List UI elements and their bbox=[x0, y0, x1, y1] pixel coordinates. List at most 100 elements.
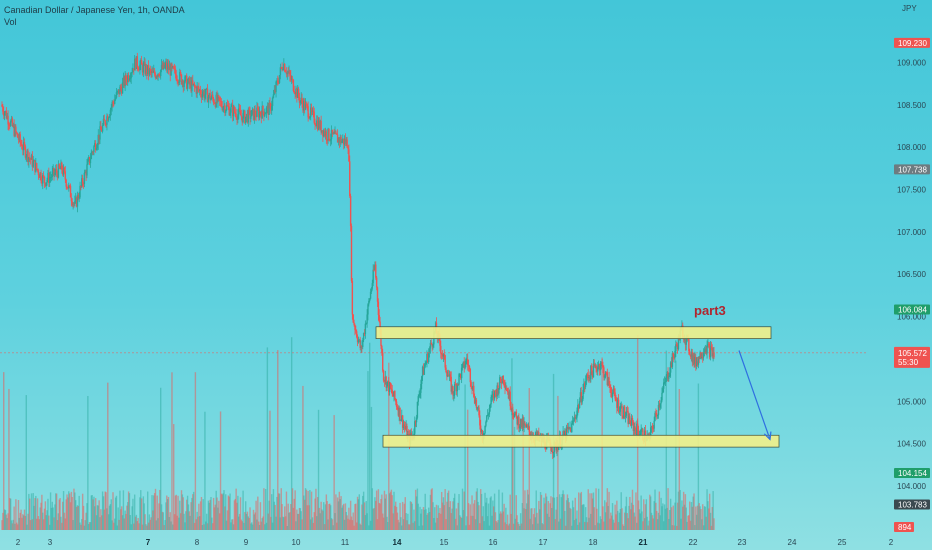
volume-bar bbox=[315, 488, 317, 530]
candle bbox=[116, 91, 119, 93]
candle bbox=[274, 89, 276, 92]
volume-bar bbox=[591, 493, 593, 530]
volume-bar bbox=[516, 515, 518, 530]
volume-bar bbox=[630, 509, 632, 530]
volume-bar bbox=[281, 504, 283, 530]
resistance-zone[interactable] bbox=[375, 326, 772, 339]
volume-bar bbox=[378, 502, 380, 530]
price-axis[interactable]: JPY 109.000108.500108.000107.500107.0001… bbox=[897, 4, 926, 491]
candle bbox=[101, 130, 103, 132]
volume-bar bbox=[18, 517, 21, 530]
candle bbox=[152, 71, 154, 73]
volume-bar bbox=[15, 499, 17, 530]
projection-arrow[interactable] bbox=[738, 350, 772, 441]
price-tick: 108.000 bbox=[897, 143, 926, 152]
volume-bar bbox=[379, 503, 381, 530]
volume-bar bbox=[83, 525, 86, 530]
volume-indicator-label[interactable]: Vol bbox=[4, 17, 17, 27]
candle bbox=[177, 80, 179, 83]
candle bbox=[78, 197, 80, 199]
candle bbox=[99, 126, 101, 140]
candle bbox=[632, 421, 635, 432]
candle bbox=[610, 393, 613, 397]
candle bbox=[144, 62, 146, 74]
volume-bar bbox=[45, 515, 47, 530]
volume-bar bbox=[629, 496, 631, 530]
candle bbox=[670, 362, 673, 367]
volume-bar bbox=[661, 506, 663, 530]
candle bbox=[373, 269, 375, 271]
candle bbox=[231, 105, 233, 107]
volume-bar bbox=[249, 507, 251, 530]
candle bbox=[236, 117, 238, 120]
arrow-shaft[interactable] bbox=[738, 350, 771, 440]
support-zone[interactable] bbox=[382, 434, 780, 448]
volume-bar bbox=[221, 494, 223, 530]
volume-bar bbox=[230, 522, 232, 530]
volume-bar bbox=[36, 498, 39, 530]
volume-bar bbox=[474, 519, 477, 530]
volume-bar bbox=[304, 488, 307, 530]
candle bbox=[148, 69, 151, 75]
time-axis[interactable]: 2 3 7 8 9 10 11 14 15 16 17 18 21 22 23 24 25 2 bbox=[16, 538, 894, 547]
volume-bar bbox=[179, 513, 182, 530]
volume-bar bbox=[433, 518, 435, 530]
candle bbox=[517, 416, 519, 425]
candle bbox=[634, 426, 636, 430]
volume-bar bbox=[603, 521, 605, 530]
candle bbox=[262, 106, 264, 112]
volume-bar bbox=[347, 518, 349, 530]
candle bbox=[256, 107, 258, 117]
volume-bar bbox=[604, 512, 607, 530]
volume-bar bbox=[299, 508, 302, 530]
candle bbox=[463, 361, 465, 369]
volume-bar bbox=[147, 522, 150, 530]
volume-bar bbox=[73, 488, 75, 530]
candle bbox=[480, 425, 482, 433]
part3-annotation[interactable]: part3 bbox=[694, 303, 726, 318]
volume-bar bbox=[391, 495, 393, 530]
volume-bar bbox=[664, 508, 667, 530]
volume-bar bbox=[236, 502, 238, 530]
symbol-title[interactable]: Canadian Dollar / Japanese Yen, 1h, OAND… bbox=[4, 5, 185, 15]
candle bbox=[466, 358, 468, 360]
volume-bar bbox=[490, 496, 492, 530]
candle bbox=[408, 434, 410, 436]
candle bbox=[183, 82, 185, 87]
candle bbox=[299, 100, 302, 103]
candle bbox=[422, 366, 425, 375]
candle bbox=[202, 91, 204, 94]
volume-bar bbox=[104, 491, 106, 530]
volume-bar bbox=[577, 524, 579, 530]
drawing-zones[interactable] bbox=[375, 326, 780, 448]
candle bbox=[440, 345, 442, 354]
volume-bar bbox=[589, 493, 591, 530]
candle bbox=[390, 388, 393, 390]
volume-bar bbox=[464, 384, 466, 530]
volume-bar bbox=[462, 510, 465, 530]
arrow-head[interactable] bbox=[763, 431, 772, 441]
volume-bar bbox=[80, 524, 82, 530]
volume-bar bbox=[512, 523, 515, 530]
volume-bar bbox=[148, 514, 151, 530]
candle bbox=[48, 172, 50, 183]
volume-bar bbox=[8, 388, 10, 530]
candle bbox=[70, 197, 73, 202]
candle bbox=[362, 340, 364, 348]
candle bbox=[167, 64, 170, 71]
candle bbox=[626, 411, 628, 413]
last-price-text: 105.572 bbox=[898, 349, 927, 358]
candle bbox=[366, 314, 368, 324]
candle bbox=[305, 103, 308, 105]
candle bbox=[46, 179, 48, 183]
volume-bar bbox=[143, 503, 145, 530]
volume-bar bbox=[557, 395, 559, 530]
candle bbox=[697, 356, 700, 365]
candle bbox=[350, 226, 353, 281]
volume-bar bbox=[387, 521, 389, 530]
volume-bar bbox=[526, 489, 529, 530]
volume-bar bbox=[408, 524, 411, 530]
volume-bar bbox=[386, 516, 388, 530]
volume-bar bbox=[208, 502, 210, 530]
